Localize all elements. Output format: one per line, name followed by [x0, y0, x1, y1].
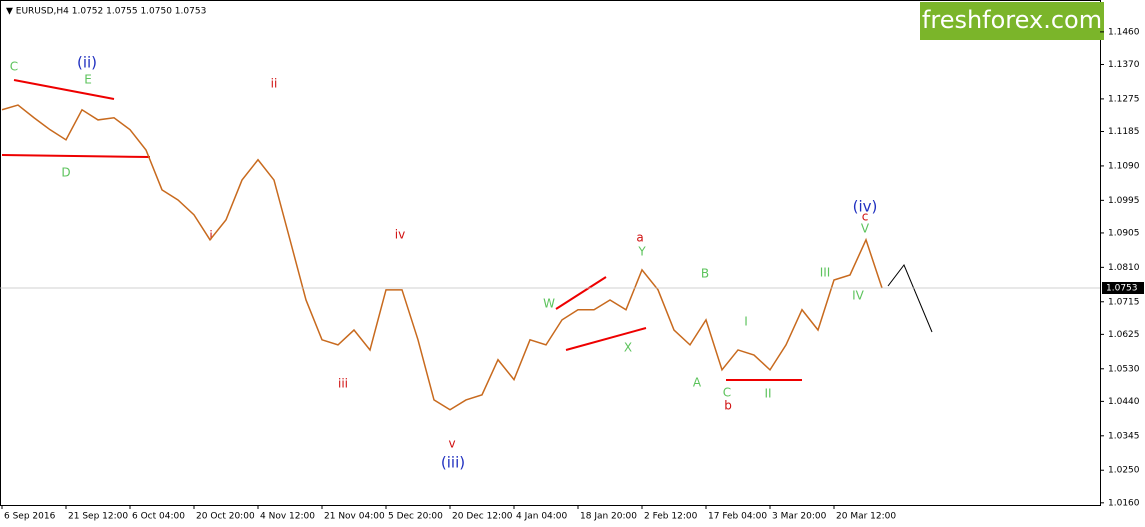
wave-label: A: [693, 376, 702, 390]
wave-label: (iv): [853, 198, 878, 216]
y-tick-label: 1.1185: [1108, 127, 1140, 137]
projection: [887, 264, 933, 333]
x-tick-label: 3 Mar 20:00: [772, 512, 827, 522]
wave-label: ii: [271, 77, 278, 91]
x-tick-label: 20 Mar 12:00: [836, 512, 896, 522]
wave-label: (iii): [441, 454, 465, 472]
wave-label: I: [744, 315, 748, 329]
x-tick-label: 21 Sep 12:00: [68, 512, 128, 522]
x-tick-label: 6 Oct 04:00: [132, 512, 185, 522]
logo: freshforex.com: [922, 6, 1102, 34]
y-tick-label: 1.0905: [1108, 228, 1140, 238]
y-tick-label: 1.0995: [1108, 196, 1140, 206]
y-tick-label: 1.1370: [1108, 60, 1140, 70]
x-tick-label: 18 Jan 20:00: [580, 512, 637, 522]
wave-label: iv: [395, 228, 405, 242]
wave-label: II: [764, 387, 771, 401]
price-tag-label: 1.0753: [1106, 284, 1138, 294]
y-tick-label: 1.0530: [1108, 364, 1140, 374]
plot-area: [0, 0, 1101, 506]
wave-label: W: [543, 297, 555, 311]
wave-label: a: [636, 231, 643, 245]
logo-box: [920, 2, 1104, 40]
x-tick-label: 4 Nov 12:00: [260, 512, 315, 522]
x-tick-label: 20 Oct 20:00: [196, 512, 255, 522]
y-tick-label: 1.0440: [1108, 397, 1140, 407]
wave-label: B: [701, 267, 709, 281]
y-tick-label: 1.1460: [1108, 27, 1140, 37]
chart-header: ▼ EURUSD,H4 1.0752 1.0755 1.0750 1.0753: [6, 7, 206, 17]
wave-label: iii: [338, 377, 348, 391]
wave-label: (ii): [77, 54, 97, 72]
wave-label: v: [448, 437, 455, 451]
wave-label: III: [820, 266, 831, 280]
x-tick-label: 4 Jan 04:00: [516, 512, 568, 522]
x-tick-label: 6 Sep 2016: [4, 512, 56, 522]
y-tick-label: 1.0250: [1108, 466, 1140, 476]
price-line: [1, 104, 883, 411]
trend-lines: [1, 79, 802, 381]
y-tick-label: 1.1090: [1108, 161, 1140, 171]
y-tick-label: 1.0810: [1108, 263, 1140, 273]
wave-label: IV: [852, 289, 865, 303]
wave-label: E: [84, 73, 92, 87]
y-tick-label: 1.1275: [1108, 94, 1140, 104]
wave-label: b: [724, 399, 732, 413]
wave-label: X: [624, 341, 632, 355]
x-tick-label: 21 Nov 04:00: [324, 512, 385, 522]
price-tag: [1102, 282, 1144, 295]
wave-label: D: [61, 166, 70, 180]
wave-label: V: [861, 222, 870, 236]
y-tick-label: 1.0625: [1108, 330, 1140, 340]
y-tick-label: 1.0715: [1108, 297, 1140, 307]
wave-label: i: [209, 229, 212, 243]
x-tick-label: 2 Feb 12:00: [644, 512, 698, 522]
x-tick-label: 17 Feb 04:00: [708, 512, 767, 522]
y-tick-label: 1.0160: [1108, 498, 1140, 508]
wave-label: C: [723, 386, 731, 400]
x-tick-label: 5 Dec 20:00: [388, 512, 443, 522]
wave-label: C: [10, 60, 18, 74]
wave-label: Y: [637, 245, 646, 259]
y-tick-label: 1.0345: [1108, 431, 1140, 441]
wave-label: c: [862, 210, 869, 224]
x-tick-label: 20 Dec 12:00: [452, 512, 513, 522]
wave-labels: C (ii) E D ii i iv iii v (iii) W X a Y B…: [10, 54, 878, 472]
